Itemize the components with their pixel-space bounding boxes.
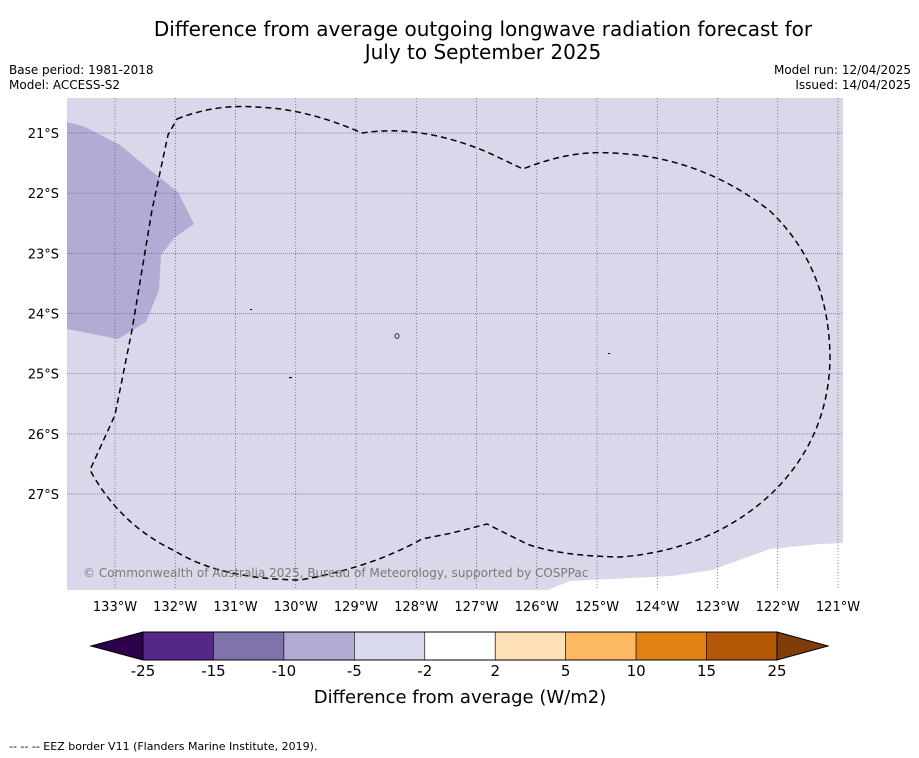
- lon-label: 125°W: [575, 600, 619, 615]
- anomaly-region: [67, 122, 194, 339]
- lon-label: 130°W: [274, 600, 318, 615]
- colorbar-segment: [494, 631, 566, 661]
- lon-label: 131°W: [213, 600, 257, 615]
- lon-label: 128°W: [394, 600, 438, 615]
- lon-label: 133°W: [93, 600, 137, 615]
- lon-label: 132°W: [153, 600, 197, 615]
- lon-label: 129°W: [334, 600, 378, 615]
- colorbar-tick: -5: [347, 662, 362, 680]
- info-left: Base period: 1981-2018 Model: ACCESS-S2: [9, 63, 154, 93]
- no-data-region: [548, 543, 843, 590]
- island-marker: [250, 309, 252, 310]
- copyright-text: © Commonwealth of Australia 2025, Bureau…: [83, 566, 588, 580]
- issued-date: Issued: 14/04/2025: [795, 78, 911, 92]
- title-line-2: July to September 2025: [364, 40, 602, 64]
- info-right: Model run: 12/04/2025 Issued: 14/04/2025: [774, 63, 911, 93]
- colorbar-segment: [565, 631, 637, 661]
- eez-border: [89, 105, 831, 581]
- map-background: [67, 98, 843, 590]
- longitude-labels: 133°W 132°W 131°W 130°W 129°W 128°W 127°W 126°W…: [93, 600, 860, 615]
- colorbar-tick: 25: [767, 662, 786, 680]
- colorbar-segment: [635, 631, 707, 661]
- chart-title: Difference from average outgoing longwav…: [0, 18, 919, 64]
- colorbar-segment: [283, 631, 355, 661]
- lon-label: 122°W: [756, 600, 800, 615]
- island-marker: [608, 353, 610, 354]
- lon-label: 124°W: [635, 600, 679, 615]
- lat-label: 22°S: [28, 187, 59, 202]
- colorbar-segment: [213, 631, 285, 661]
- colorbar-tick: 5: [561, 662, 571, 680]
- colorbar-tick: 10: [627, 662, 646, 680]
- colorbar-segment: [424, 631, 496, 661]
- colorbar-extend-low: [89, 631, 144, 661]
- colorbar-tick: -2: [417, 662, 432, 680]
- colorbar-tick: -25: [131, 662, 156, 680]
- colorbar-frame: [142, 631, 778, 661]
- latitude-labels: 21°S 22°S 23°S 24°S 25°S 26°S 27°S: [28, 127, 59, 503]
- colorbar-tick: -10: [272, 662, 297, 680]
- colorbar-segment: [354, 631, 426, 661]
- colorbar-segment: [142, 631, 214, 661]
- colorbar-tick-labels: -25 -15 -10 -5 -2 2 5 10 15 25: [131, 662, 787, 680]
- island-marker: [289, 377, 292, 379]
- island-markers: [250, 309, 610, 379]
- lon-label: 123°W: [695, 600, 739, 615]
- model-name: Model: ACCESS-S2: [9, 78, 121, 92]
- longitude-gridlines: [114, 98, 839, 590]
- model-run: Model run: 12/04/2025: [773, 63, 911, 77]
- island-marker: [394, 333, 400, 339]
- colorbar-tick: -15: [201, 662, 226, 680]
- colorbar: -25 -15 -10 -5 -2 2 5 10 15 25 Difference from av…: [89, 631, 830, 708]
- lat-label: 25°S: [28, 368, 59, 383]
- map-panel: © Commonwealth of Australia 2025, Bureau…: [28, 98, 860, 615]
- colorbar-label: Difference from average (W/m2): [314, 687, 606, 708]
- colorbar-tick: 15: [697, 662, 716, 680]
- colorbar-segments: [142, 631, 778, 661]
- latitude-gridlines: [67, 132, 843, 495]
- base-period: Base period: 1981-2018: [9, 63, 154, 77]
- lat-label: 24°S: [28, 308, 59, 323]
- lat-label: 26°S: [28, 428, 59, 443]
- colorbar-segment: [706, 631, 778, 661]
- colorbar-extend-high: [776, 631, 830, 661]
- lon-label: 121°W: [816, 600, 860, 615]
- title-line-1: Difference from average outgoing longwav…: [153, 17, 813, 41]
- lat-label: 23°S: [28, 247, 59, 262]
- eez-footnote: -- -- -- EEZ border V11 (Flanders Marine…: [9, 740, 318, 753]
- colorbar-tick: 2: [490, 662, 500, 680]
- lon-label: 127°W: [454, 600, 498, 615]
- lat-label: 27°S: [28, 488, 59, 503]
- lon-label: 126°W: [515, 600, 559, 615]
- lat-label: 21°S: [28, 127, 59, 142]
